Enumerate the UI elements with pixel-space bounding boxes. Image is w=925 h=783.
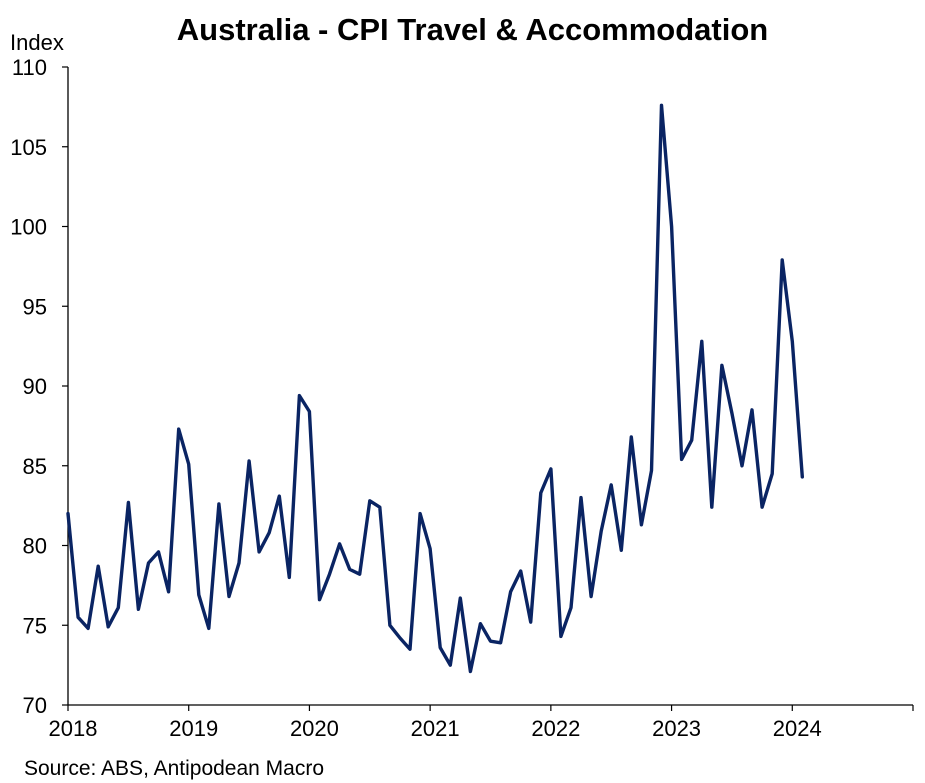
y-tick-label: 90 [23, 374, 47, 399]
y-tick-label: 85 [23, 454, 47, 479]
y-tick-label: 95 [23, 294, 47, 319]
x-axis-ticks: 2018 2019 2020 2021 2022 2023 2024 [49, 705, 914, 741]
y-tick-label: 105 [10, 135, 47, 160]
y-tick-label: 110 [12, 55, 47, 80]
y-tick-label: 100 [10, 215, 47, 240]
chart-axes [67, 67, 913, 706]
y-tick-label: 75 [23, 613, 47, 638]
x-tick-label: 2018 [49, 716, 98, 741]
y-tick-label: 80 [23, 534, 47, 559]
source-note: Source: ABS, Antipodean Macro [24, 757, 325, 780]
series-line [66, 103, 804, 674]
x-tick-label: 2020 [290, 716, 339, 741]
series-layer [66, 103, 804, 674]
y-tick-label: 70 [23, 693, 47, 718]
x-tick-label: 2022 [531, 716, 580, 741]
x-tick-label: 2021 [411, 716, 460, 741]
x-tick-label: 2019 [169, 716, 218, 741]
chart-title: Australia - CPI Travel & Accommodation [176, 12, 769, 47]
x-tick-label: 2024 [773, 716, 822, 741]
y-axis-ticks: 70 75 80 85 90 95 100 105 110 [10, 55, 68, 718]
x-tick-label: 2023 [652, 716, 701, 741]
y-axis-label: Index [10, 30, 64, 55]
